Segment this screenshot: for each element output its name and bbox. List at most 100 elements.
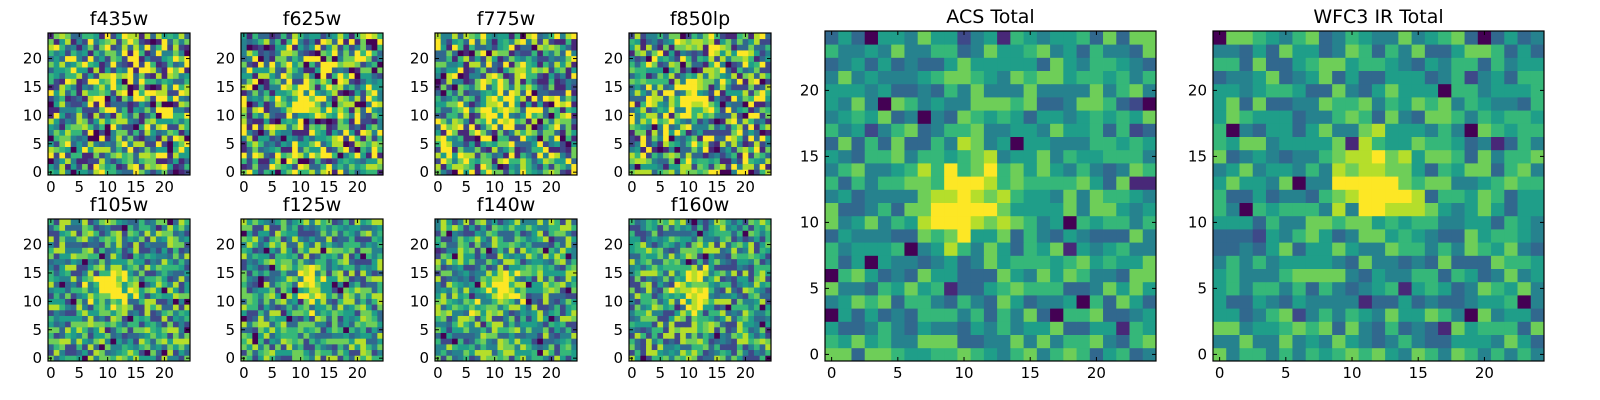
- heatmap-cell: [155, 72, 162, 79]
- heatmap-cell: [252, 292, 259, 299]
- heatmap-cell: [150, 33, 157, 40]
- heatmap-cell: [725, 55, 732, 62]
- heatmap-cell: [252, 355, 259, 362]
- heatmap-cell: [65, 264, 72, 271]
- heatmap-cell: [725, 33, 732, 40]
- heatmap-cell: [685, 281, 692, 288]
- heatmap-cell: [651, 321, 658, 328]
- heatmap-cell: [503, 247, 510, 254]
- heatmap-cell: [759, 338, 766, 345]
- heatmap-cell: [326, 253, 333, 260]
- heatmap-cell: [99, 230, 106, 237]
- heatmap-cell: [326, 67, 333, 74]
- heatmap-cell: [525, 123, 532, 130]
- heatmap-cell: [303, 61, 310, 68]
- heatmap-cell: [571, 247, 578, 254]
- heatmap-cell: [371, 146, 378, 153]
- heatmap-cell: [178, 309, 185, 316]
- heatmap-cell: [280, 112, 287, 119]
- heatmap-cell: [748, 38, 755, 45]
- heatmap-cell: [161, 106, 168, 113]
- heatmap-cell: [309, 298, 316, 305]
- heatmap-cell: [252, 304, 259, 311]
- heatmap-cell: [99, 106, 106, 113]
- heatmap-cell: [542, 281, 549, 288]
- heatmap-cell: [241, 349, 248, 356]
- heatmap-cell: [365, 72, 373, 79]
- heatmap-cell: [280, 44, 287, 51]
- heatmap-cell: [525, 78, 532, 85]
- heatmap-cell: [463, 287, 470, 294]
- heatmap-cell: [99, 89, 106, 96]
- heatmap-cell: [440, 287, 447, 294]
- heatmap-cell: [286, 33, 293, 40]
- heatmap-cell: [275, 33, 282, 40]
- heatmap-cell: [508, 292, 515, 299]
- heatmap-cell: [70, 95, 77, 102]
- heatmap-cell: [127, 55, 134, 62]
- heatmap-cell: [360, 326, 367, 333]
- heatmap-cell: [691, 118, 698, 125]
- heatmap-cell: [309, 258, 316, 265]
- heatmap-cell: [680, 355, 687, 362]
- heatmap-cell: [708, 281, 715, 288]
- heatmap-cell: [246, 270, 253, 277]
- heatmap-cell: [708, 106, 715, 113]
- heatmap-cell: [161, 118, 168, 125]
- heatmap-cell: [178, 326, 185, 333]
- heatmap-cell: [697, 152, 704, 159]
- heatmap-cell: [76, 309, 83, 316]
- heatmap-cell: [337, 264, 344, 271]
- heatmap-cell: [486, 55, 493, 62]
- heatmap-cell: [116, 84, 123, 91]
- heatmap-cell: [360, 67, 367, 74]
- heatmap-cell: [491, 292, 498, 299]
- heatmap-cell: [133, 315, 140, 322]
- heatmap-cell: [292, 95, 299, 102]
- heatmap-cell: [150, 247, 157, 254]
- heatmap-cell: [116, 236, 123, 243]
- heatmap-cell: [446, 72, 453, 79]
- heatmap-cell: [457, 123, 464, 130]
- heatmap-cell: [753, 89, 761, 96]
- heatmap-cell: [542, 292, 549, 299]
- heatmap-cell: [82, 304, 89, 311]
- heatmap-cell: [110, 157, 117, 165]
- heatmap-cell: [691, 157, 698, 165]
- heatmap-cell: [554, 230, 561, 237]
- heatmap-cell: [554, 326, 561, 333]
- heatmap-cell: [646, 61, 653, 68]
- heatmap-cell: [508, 61, 515, 68]
- heatmap-cell: [337, 292, 344, 299]
- heatmap-cell: [685, 118, 692, 125]
- heatmap-cell: [668, 129, 675, 136]
- heatmap-cell: [668, 349, 675, 356]
- heatmap-cell: [343, 355, 350, 362]
- heatmap-cell: [48, 287, 55, 294]
- heatmap-cell: [320, 146, 327, 153]
- heatmap-cell: [104, 224, 111, 231]
- heatmap-cell: [116, 338, 123, 345]
- heatmap-cell: [725, 118, 732, 125]
- heatmap-cell: [275, 163, 282, 170]
- heatmap-cell: [559, 169, 567, 176]
- heatmap-cell: [725, 44, 732, 51]
- heatmap-cell: [93, 321, 100, 328]
- heatmap-cell: [731, 106, 738, 113]
- heatmap-cell: [167, 264, 174, 271]
- heatmap-cell: [59, 275, 66, 282]
- heatmap-cell: [76, 118, 83, 125]
- heatmap-cell: [241, 315, 248, 322]
- heatmap-cell: [246, 50, 253, 57]
- heatmap-cell: [314, 61, 321, 68]
- heatmap-cell: [742, 44, 749, 51]
- heatmap-cell: [714, 349, 721, 356]
- heatmap-cell: [138, 309, 145, 316]
- heatmap-cell: [326, 152, 333, 159]
- heatmap-cell: [440, 236, 447, 243]
- heatmap-cell: [457, 309, 464, 316]
- heatmap-cell: [348, 247, 355, 254]
- heatmap-cell: [463, 258, 470, 265]
- heatmap-cell: [469, 89, 476, 96]
- heatmap-cell: [337, 163, 344, 170]
